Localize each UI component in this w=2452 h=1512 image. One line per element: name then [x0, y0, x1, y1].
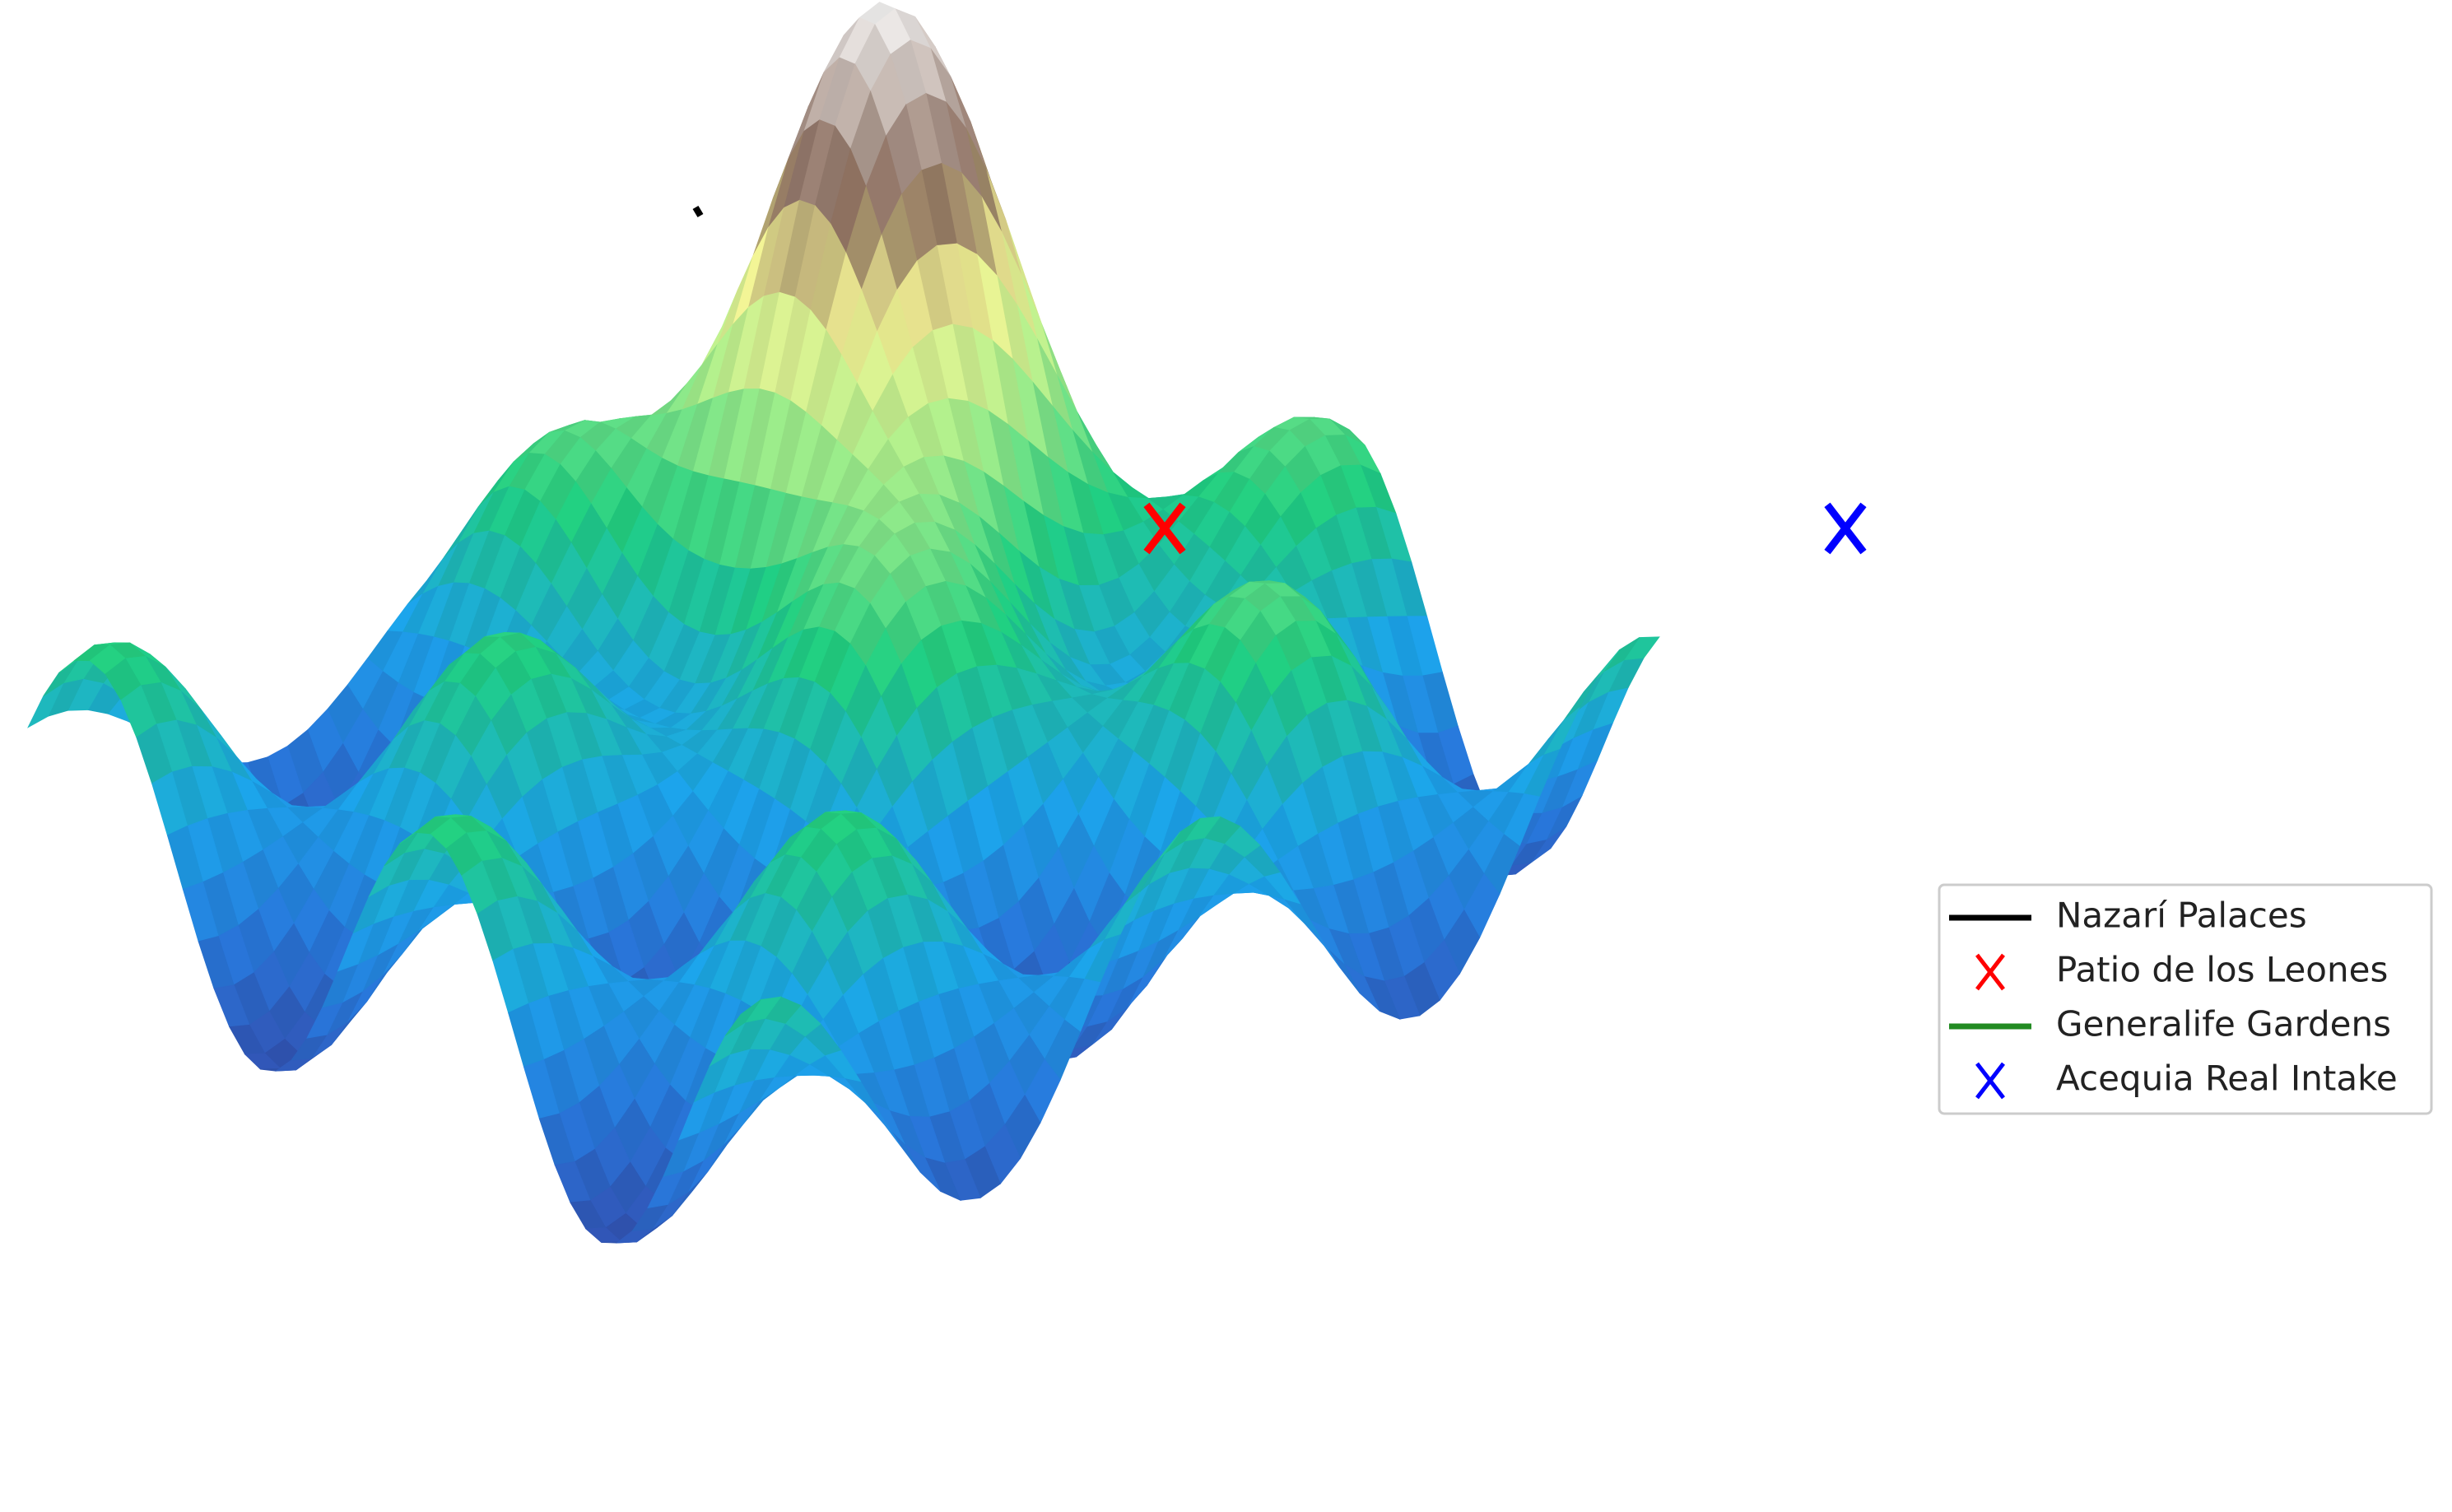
legend-label: Patio de los Leones: [2056, 950, 2388, 990]
legend-label: Nazarí Palaces: [2056, 896, 2307, 936]
series-marker: [1143, 502, 1186, 555]
series-line: [692, 205, 704, 218]
legend-label: Acequia Real Intake: [2056, 1058, 2398, 1099]
markers: [692, 205, 1867, 555]
legend: Nazarí Palaces Patio de los Leones General…: [1938, 883, 2433, 1115]
surface: [27, 2, 1660, 1244]
legend-symbol: [1975, 1062, 2005, 1100]
surface-facet: [724, 999, 761, 1036]
legend-label: Generalife Gardens: [2056, 1004, 2391, 1044]
legend-symbol: [1975, 953, 2005, 991]
legend-box: [1938, 883, 2433, 1115]
series-marker: [1824, 502, 1867, 555]
